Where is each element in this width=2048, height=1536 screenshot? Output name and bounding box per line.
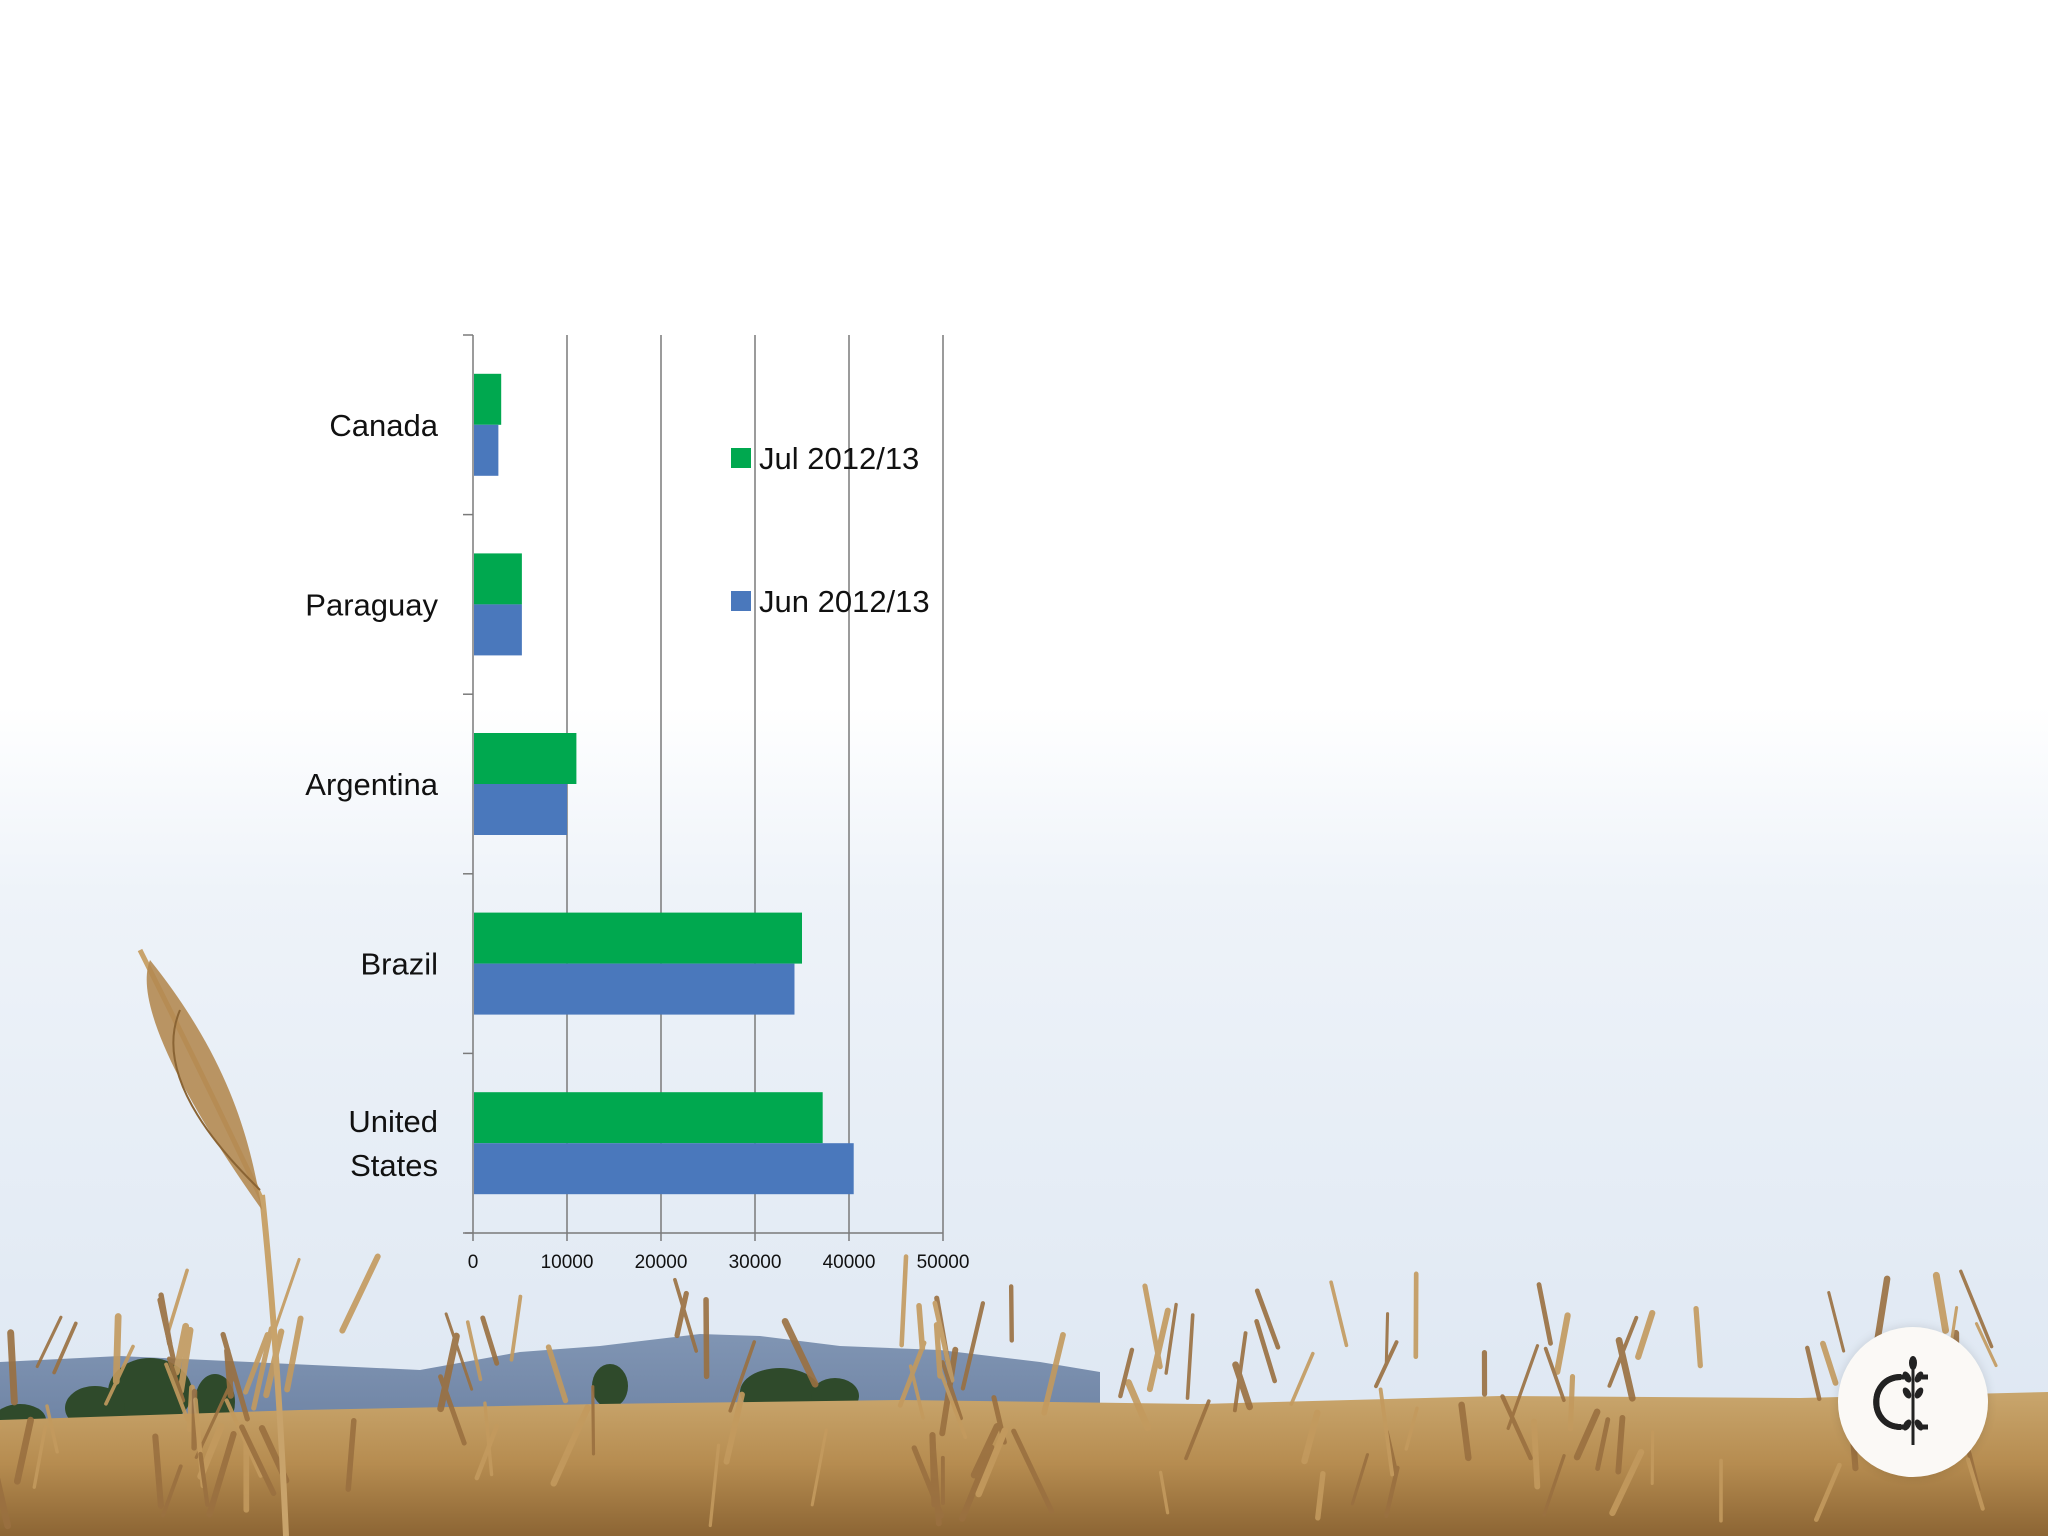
bar-paraguay-series-1 <box>474 604 522 656</box>
category-label: Canada <box>329 408 438 443</box>
category-label: Paraguay <box>305 587 438 622</box>
legend-swatch <box>731 591 751 611</box>
x-tick-label: 10000 <box>541 1252 594 1273</box>
category-label: Argentina <box>305 767 438 802</box>
x-tick-label: 50000 <box>917 1252 970 1273</box>
legend: Jul 2012/13 Jun 2012/13 <box>731 441 930 619</box>
bar-canada-series-0 <box>474 373 502 425</box>
category-label-line: Paraguay <box>305 587 438 622</box>
legend-swatch <box>731 448 751 468</box>
axes <box>463 334 944 1241</box>
bar-paraguay-series-0 <box>474 553 522 605</box>
category-label: Brazil <box>360 947 438 982</box>
category-label-line: Brazil <box>360 947 438 982</box>
axis-labels: 0 10000 20000 30000 40000 50000 Canada Paraguay… <box>305 408 969 1273</box>
category-label-line: Argentina <box>305 767 438 802</box>
x-tick-label: 40000 <box>823 1252 876 1273</box>
bar-united-states-series-0 <box>474 1092 823 1144</box>
bar-brazil-series-1 <box>474 963 795 1015</box>
bar-argentina-series-1 <box>474 784 567 835</box>
legend-label: Jun 2012/13 <box>759 584 930 619</box>
category-label: United States <box>348 1104 438 1183</box>
wheat-cc-logo-icon <box>1838 1327 1988 1477</box>
category-label-line: Canada <box>329 408 438 443</box>
category-label-line: States <box>350 1148 438 1183</box>
bar-canada-series-1 <box>474 424 499 476</box>
legend-label: Jul 2012/13 <box>759 441 919 476</box>
x-tick-label: 20000 <box>635 1252 688 1273</box>
category-label-line: United <box>348 1104 438 1139</box>
gridlines <box>566 335 944 1233</box>
bars <box>474 373 854 1195</box>
bar-united-states-series-1 <box>474 1143 854 1195</box>
x-tick-label: 0 <box>468 1252 479 1273</box>
x-tick-label: 30000 <box>729 1252 782 1273</box>
bar-brazil-series-0 <box>474 912 802 964</box>
bar-argentina-series-0 <box>474 733 577 784</box>
